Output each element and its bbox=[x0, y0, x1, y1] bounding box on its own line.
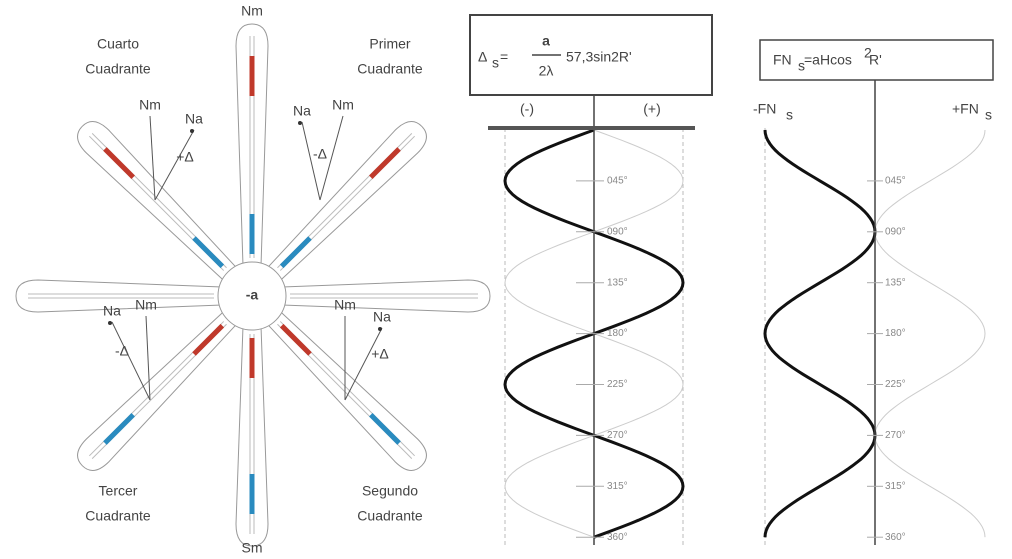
label: 57,3sin2R' bbox=[566, 49, 632, 65]
label: Nm bbox=[135, 297, 157, 313]
force-curve bbox=[765, 130, 875, 537]
label: Na bbox=[293, 103, 311, 119]
label: +FN bbox=[952, 101, 979, 117]
label: Na bbox=[373, 309, 391, 325]
label: -FN bbox=[753, 101, 776, 117]
tick-label: 315° bbox=[607, 481, 628, 492]
label: -a bbox=[246, 287, 259, 303]
label: Tercer bbox=[99, 483, 138, 499]
label: Nm bbox=[334, 297, 356, 313]
label: Cuarto bbox=[97, 36, 139, 52]
label: Cuadrante bbox=[357, 61, 423, 77]
petal-outline bbox=[282, 280, 490, 312]
tick-label: 045° bbox=[885, 176, 906, 187]
label: (-) bbox=[520, 101, 534, 117]
label: Segundo bbox=[362, 483, 418, 499]
needle bbox=[112, 322, 150, 400]
label: Nm bbox=[241, 3, 263, 19]
label: FN bbox=[773, 52, 792, 68]
label: Cuadrante bbox=[85, 61, 151, 77]
tick-label: 225° bbox=[885, 379, 906, 390]
tick-label: 360° bbox=[607, 532, 628, 543]
tick-label: 270° bbox=[607, 430, 628, 441]
label: s bbox=[786, 107, 793, 123]
label: Cuadrante bbox=[357, 508, 423, 524]
tick-label: 360° bbox=[885, 532, 906, 543]
petal bbox=[282, 280, 490, 312]
label: Primer bbox=[369, 36, 411, 52]
tick-label: 225° bbox=[607, 379, 628, 390]
tick-label: 180° bbox=[607, 328, 628, 339]
petal bbox=[71, 306, 242, 477]
tick-label: 090° bbox=[885, 226, 906, 237]
label: +Δ bbox=[371, 346, 389, 362]
label: Δ bbox=[478, 49, 487, 65]
petal bbox=[236, 326, 268, 546]
dot bbox=[108, 321, 112, 325]
dot bbox=[190, 129, 194, 133]
label: a bbox=[542, 33, 550, 49]
tick-label: 180° bbox=[885, 328, 906, 339]
tick-label: 270° bbox=[885, 430, 906, 441]
label: (+) bbox=[643, 101, 661, 117]
label: s bbox=[492, 55, 499, 71]
tick-label: 045° bbox=[607, 176, 628, 187]
petal bbox=[71, 115, 242, 286]
tick-label: 135° bbox=[607, 277, 628, 288]
label: Nm bbox=[332, 97, 354, 113]
needle bbox=[155, 130, 194, 200]
tick-label: 135° bbox=[885, 277, 906, 288]
label: Na bbox=[103, 303, 121, 319]
dot bbox=[378, 327, 382, 331]
label: s bbox=[985, 107, 992, 123]
label: =aHcos bbox=[804, 52, 852, 68]
label: -Δ bbox=[313, 146, 327, 162]
label: = bbox=[500, 49, 508, 65]
label: R' bbox=[869, 52, 882, 68]
label: Cuadrante bbox=[85, 508, 151, 524]
label: Sm bbox=[242, 540, 263, 556]
diagram: -a Nm Sm Cuarto Cuadrante Nm Na +Δ Primer Cuadran… bbox=[0, 0, 1012, 559]
label: Na bbox=[185, 111, 203, 127]
tick-label: 315° bbox=[885, 481, 906, 492]
dot bbox=[298, 121, 302, 125]
label: Nm bbox=[139, 97, 161, 113]
tick-label: 090° bbox=[607, 226, 628, 237]
petal bbox=[236, 24, 268, 266]
petal bbox=[262, 306, 433, 477]
petal bbox=[262, 115, 433, 286]
label: 2λ bbox=[539, 63, 554, 79]
label: -Δ bbox=[115, 343, 129, 359]
